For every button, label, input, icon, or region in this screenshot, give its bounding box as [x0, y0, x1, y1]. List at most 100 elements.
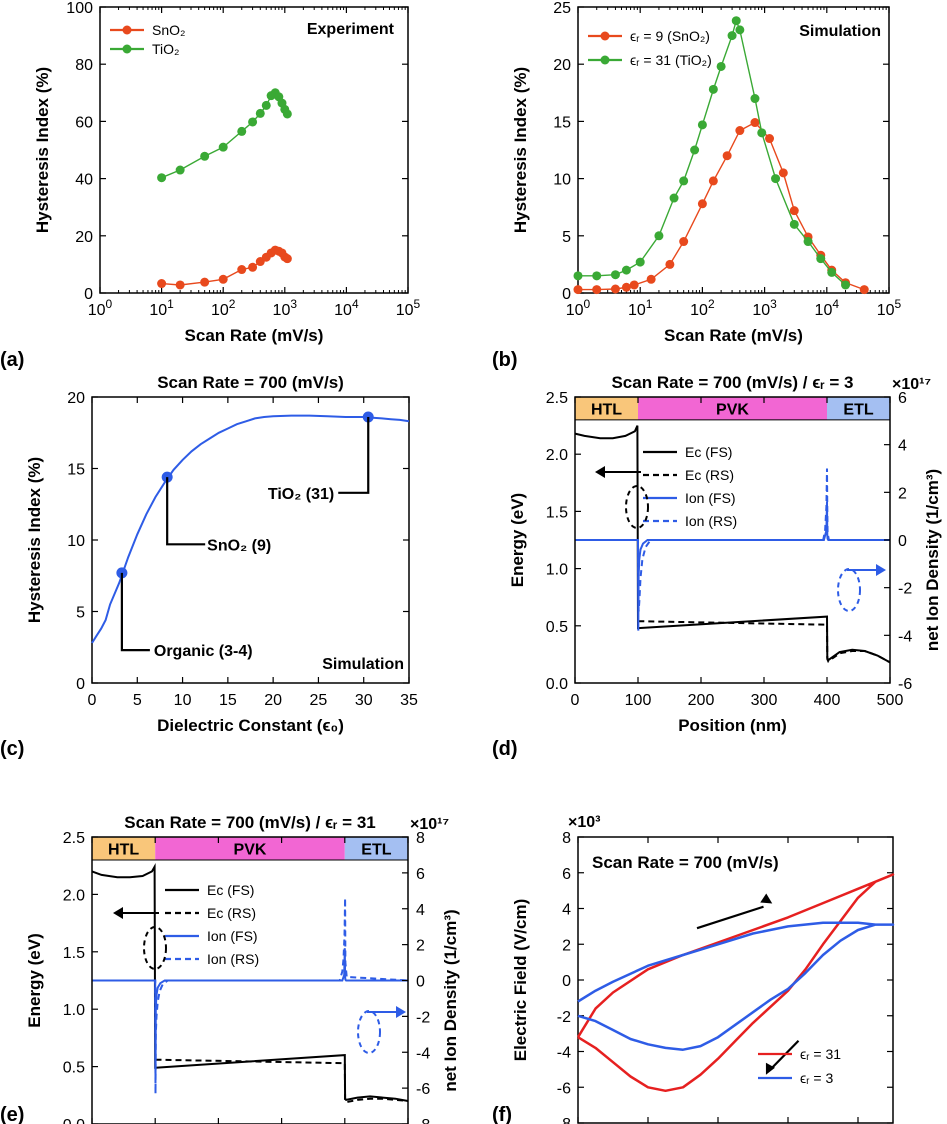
y2-tick-label: -4: [416, 1045, 430, 1062]
y-axis-label: Electric Field (V/cm): [511, 899, 530, 1062]
panel-title: Scan Rate = 700 (mV/s): [157, 373, 344, 392]
series-line: [92, 897, 409, 1094]
data-point: [765, 134, 775, 144]
data-point: [621, 282, 631, 292]
y-tick-label: 0: [562, 973, 571, 990]
series-loop: [577, 921, 895, 1051]
x-tick-label: 25: [310, 692, 328, 709]
y-tick-label: 0.5: [63, 1060, 85, 1077]
marker-label: TiO₂ (31): [268, 486, 334, 503]
y-tick-label: 2: [562, 937, 571, 954]
legend-0: ϵᵣ = 9 (SnO₂): [630, 28, 710, 44]
data-point: [592, 271, 602, 281]
tick-base: 10: [566, 302, 584, 319]
legend-2: Ion (FS): [207, 928, 258, 944]
data-point: [735, 25, 745, 35]
panel-label: (c): [0, 738, 24, 760]
fit-curve: [91, 414, 410, 644]
x-tick-label: 100: [625, 692, 652, 709]
x-tick-label: 105: [877, 297, 902, 319]
tick-exponent: 1: [646, 297, 653, 311]
panel-label: (d): [492, 738, 518, 760]
data-point: [646, 274, 656, 284]
y2-multiplier: ×10¹⁷: [410, 816, 449, 833]
y-tick-label: 4: [562, 902, 571, 919]
data-point: [789, 206, 799, 216]
y-tick-label: 0: [562, 286, 571, 303]
y2-multiplier: ×10¹⁷: [892, 376, 931, 393]
data-point: [592, 285, 602, 295]
corner-text: Simulation: [799, 23, 881, 40]
x-tick-label: 30: [355, 692, 373, 709]
panel-e: HTLPVKETL01002003004005000.00.51.01.52.0…: [0, 813, 460, 1124]
y-tick-label: 1.5: [546, 504, 568, 521]
y-tick-label: -6: [557, 1080, 571, 1097]
tick-base: 10: [815, 302, 833, 319]
series-loop: [576, 873, 895, 1093]
y-tick-label: 8: [562, 830, 571, 847]
panel-label: (e): [0, 1104, 24, 1124]
panel-d: HTL PVK ETL 0 100 200 300 400 500 0.0 0.5 1.0 1.5 2.0…: [492, 373, 942, 760]
legend-3: Ion (RS): [685, 513, 737, 529]
marker-leader: [166, 477, 206, 546]
oval-right: [357, 1010, 381, 1054]
data-point: [610, 284, 620, 294]
x-tick-label: 101: [628, 297, 653, 319]
y2-tick-label: 8: [416, 830, 425, 847]
series-line: [638, 620, 891, 664]
region-bar: [638, 397, 827, 420]
y-tick-label: 0: [76, 676, 85, 693]
x-tick-label: 400: [814, 692, 841, 709]
panel-title: Scan Rate = 700 (mV/s) / ϵᵣ = 3: [611, 373, 853, 392]
x-axis-label: Dielectric Constant (ϵ₀): [157, 716, 344, 735]
oval-left: [143, 926, 167, 970]
region-bar: [827, 397, 890, 420]
y-tick-label: 0.0: [546, 676, 568, 693]
tick-exponent: 3: [770, 297, 777, 311]
legend-0: Ec (FS): [685, 444, 732, 460]
data-point: [841, 280, 851, 290]
x-tick-label: 5: [133, 692, 142, 709]
y-tick-label: 2.0: [63, 887, 85, 904]
y-axis-label: Energy (eV): [25, 933, 44, 1027]
x-tick-label: 500: [877, 692, 904, 709]
data-point: [621, 265, 631, 275]
data-point: [237, 126, 247, 136]
data-point: [827, 267, 837, 277]
data-point: [282, 109, 292, 119]
panel-c: 0 5 10 15 20 25 30 35 0 5 10 15 20 Dielectric Constan…: [0, 373, 418, 760]
y-axis-label: Hysteresis Index (%): [33, 67, 52, 233]
y-tick-label: 2.5: [63, 830, 85, 847]
y-tick-label: 5: [562, 229, 571, 246]
y-tick-label: 10: [553, 172, 571, 189]
legend-marker: [122, 25, 132, 35]
plot-frame: [577, 6, 890, 294]
data-point: [157, 173, 167, 183]
data-point: [248, 262, 258, 272]
legend-1: TiO₂: [152, 41, 179, 57]
data-point: [665, 259, 675, 269]
data-point: [708, 176, 718, 186]
data-point: [697, 120, 707, 130]
data-point: [750, 94, 760, 104]
tick-base: 10: [149, 302, 167, 319]
y-tick-label: 20: [75, 229, 93, 246]
x-tick-label: 103: [273, 297, 298, 319]
y-tick-label: 0: [84, 286, 93, 303]
region-bar: [575, 397, 638, 420]
series-line: [91, 863, 409, 1102]
data-point: [218, 142, 228, 152]
corner-text: Simulation: [322, 656, 404, 673]
y2-axis-label: net Ion Density (1/cm³): [441, 909, 460, 1091]
plot-frame: [99, 6, 409, 294]
region-label: HTL: [591, 401, 622, 418]
data-point: [803, 237, 813, 247]
y-tick-label: 15: [67, 462, 85, 479]
y2-tick-label: -8: [416, 1117, 430, 1124]
y2-tick-label: 4: [416, 902, 425, 919]
y-tick-label: 40: [75, 172, 93, 189]
y-tick-label: 1.0: [63, 1002, 85, 1019]
data-point: [200, 151, 210, 161]
